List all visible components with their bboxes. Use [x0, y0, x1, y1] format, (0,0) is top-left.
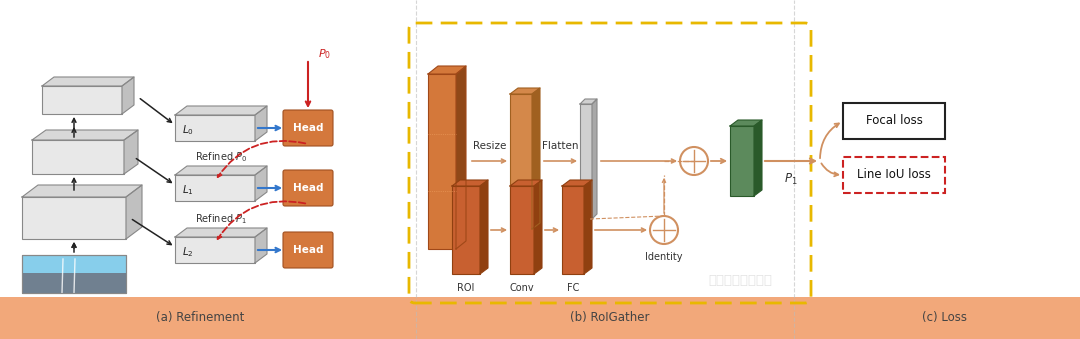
- Polygon shape: [456, 66, 465, 249]
- Bar: [0, 297, 1080, 339]
- Text: FC: FC: [567, 283, 579, 293]
- Polygon shape: [562, 180, 592, 186]
- Polygon shape: [126, 185, 141, 239]
- Bar: [175, 237, 255, 263]
- Polygon shape: [480, 180, 488, 274]
- Bar: [580, 104, 592, 219]
- Bar: [22, 273, 126, 293]
- Bar: [562, 186, 584, 274]
- Text: (a) Refinement: (a) Refinement: [156, 312, 244, 324]
- Bar: [22, 197, 126, 239]
- Text: Head: Head: [293, 123, 323, 133]
- Bar: [42, 86, 122, 114]
- Polygon shape: [730, 120, 762, 126]
- Bar: [22, 255, 126, 293]
- Bar: [32, 140, 124, 174]
- Polygon shape: [532, 88, 540, 229]
- Bar: [175, 115, 255, 141]
- Text: Head: Head: [293, 245, 323, 255]
- FancyBboxPatch shape: [283, 110, 333, 146]
- Polygon shape: [175, 228, 267, 237]
- Polygon shape: [124, 130, 138, 174]
- Polygon shape: [42, 77, 134, 86]
- Polygon shape: [592, 99, 597, 219]
- Text: $P_0$: $P_0$: [318, 47, 332, 61]
- Text: Resize: Resize: [473, 141, 507, 151]
- Text: Identity: Identity: [645, 252, 683, 262]
- FancyBboxPatch shape: [283, 170, 333, 206]
- Polygon shape: [584, 180, 592, 274]
- Polygon shape: [255, 228, 267, 263]
- Text: Flatten: Flatten: [542, 141, 578, 151]
- Polygon shape: [428, 66, 465, 74]
- Polygon shape: [534, 180, 542, 274]
- Text: ROI: ROI: [457, 283, 475, 293]
- Text: $L_0$: $L_0$: [183, 123, 194, 137]
- Text: Conv: Conv: [510, 283, 535, 293]
- Polygon shape: [255, 106, 267, 141]
- Text: Refined $P_0$: Refined $P_0$: [195, 150, 247, 164]
- Text: $L_1$: $L_1$: [183, 183, 193, 197]
- Text: $L_2$: $L_2$: [183, 245, 193, 259]
- Bar: [510, 94, 532, 229]
- Text: Line IoU loss: Line IoU loss: [858, 168, 931, 181]
- Bar: [510, 186, 534, 274]
- Polygon shape: [175, 106, 267, 115]
- Polygon shape: [22, 185, 141, 197]
- Bar: [843, 103, 945, 139]
- Bar: [22, 255, 126, 293]
- Polygon shape: [510, 180, 542, 186]
- Bar: [843, 157, 945, 193]
- Polygon shape: [175, 166, 267, 175]
- Polygon shape: [453, 180, 488, 186]
- Text: Head: Head: [293, 183, 323, 193]
- Text: (b) RoIGather: (b) RoIGather: [570, 312, 650, 324]
- Text: (c) Loss: (c) Loss: [922, 312, 968, 324]
- Text: 公众号・焉知汽车: 公众号・焉知汽车: [708, 275, 772, 287]
- Text: Focal loss: Focal loss: [865, 115, 922, 127]
- Polygon shape: [754, 120, 762, 196]
- FancyBboxPatch shape: [283, 232, 333, 268]
- Polygon shape: [255, 166, 267, 201]
- Bar: [453, 186, 480, 274]
- Bar: [730, 126, 754, 196]
- Bar: [428, 74, 456, 249]
- Polygon shape: [580, 99, 597, 104]
- Polygon shape: [510, 88, 540, 94]
- Text: $P_1$: $P_1$: [784, 172, 798, 187]
- Polygon shape: [122, 77, 134, 114]
- Bar: [175, 175, 255, 201]
- Polygon shape: [32, 130, 138, 140]
- Text: Refined $P_1$: Refined $P_1$: [195, 212, 247, 226]
